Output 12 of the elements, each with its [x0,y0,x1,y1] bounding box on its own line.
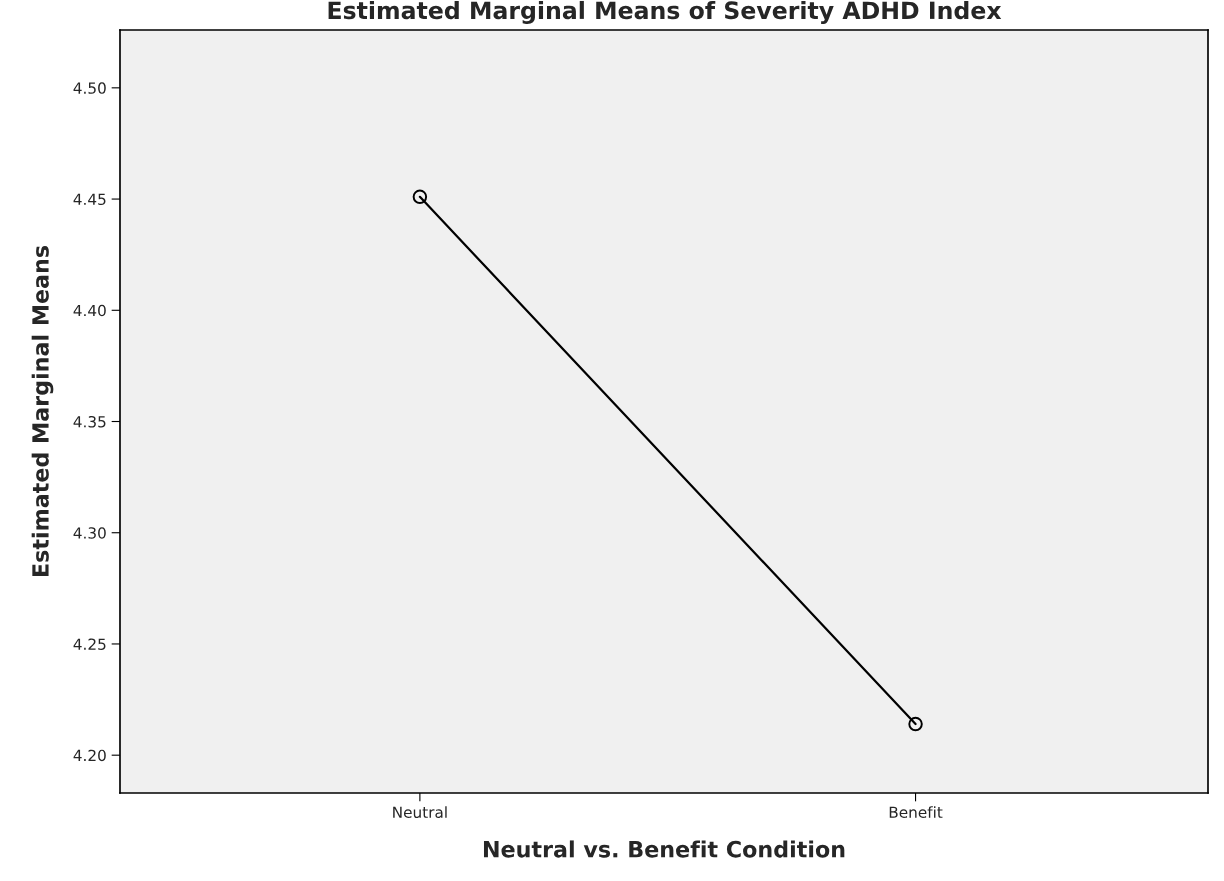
x-tick-label: Benefit [889,806,943,819]
x-tick-label: Neutral [393,806,447,819]
y-tick-label: 4.35 [73,415,106,428]
chart-title: Estimated Marginal Means of Severity ADHD Index [328,0,1002,24]
y-tick-label: 4.50 [73,82,106,94]
y-tick-label: 4.20 [73,749,106,762]
y-tick-label: 4.40 [73,304,106,317]
y-axis-title: Estimated Marginal Means [31,245,54,577]
x-axis-title: Neutral vs. Benefit Condition [483,840,845,858]
y-tick-label: 4.25 [73,638,106,650]
y-tick-label: 4.30 [73,527,106,539]
y-tick-label: 4.45 [73,193,106,206]
